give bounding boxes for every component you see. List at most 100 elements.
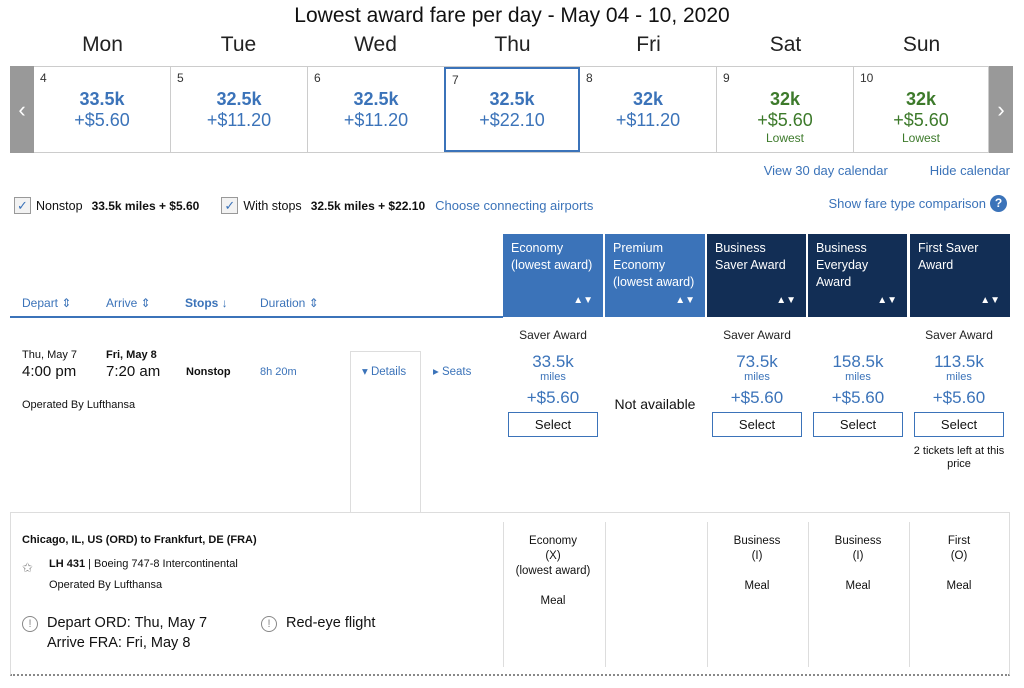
day-name: Mon	[82, 33, 123, 56]
sort-depart[interactable]: Depart ⇕	[22, 296, 72, 310]
day-name: Sat	[769, 33, 802, 56]
filter-row: ✓ Nonstop 33.5k miles + $5.60 ✓ With sto…	[14, 197, 593, 214]
day-number: 10	[860, 71, 874, 85]
fare-miles: 33.5k	[532, 352, 574, 371]
day-miles: 33.5k	[79, 89, 125, 109]
alert-icon: !	[22, 616, 38, 632]
fare-first-saver: Saver Award 113.5k miles +$5.60 Select 2…	[909, 328, 1009, 471]
select-economy-button[interactable]: Select	[508, 412, 598, 437]
cabin-business: Business (I) Meal	[733, 535, 781, 592]
day-miles: 32.5k	[353, 89, 399, 109]
fare-miles: 158.5k	[832, 352, 884, 371]
duration-value: 8h 20m	[260, 366, 297, 378]
fare-business-saver: Saver Award 73.5k miles +$5.60 Select	[707, 328, 807, 437]
hide-calendar-link[interactable]: Hide calendar	[929, 163, 1010, 178]
lowest-label: Lowest	[765, 131, 805, 145]
day-number: 5	[177, 71, 184, 85]
day-name: Tue	[220, 33, 257, 56]
view-30-day-calendar-link[interactable]: View 30 day calendar	[763, 163, 888, 178]
day-fee: +$22.10	[479, 110, 545, 130]
fare-fee: +$5.60	[831, 388, 885, 407]
calendar-day[interactable]: 8 32k +$11.20	[580, 67, 717, 152]
calendar-day[interactable]: 4 33.5k +$5.60	[34, 67, 171, 152]
with-stops-price: 32.5k miles + $22.10	[310, 198, 426, 213]
fare-business-everyday: 158.5k miles +$5.60 Select	[808, 328, 908, 437]
calendar-day[interactable]: 9 32k +$5.60 Lowest	[717, 67, 854, 152]
nonstop-checkbox[interactable]: ✓	[14, 197, 31, 214]
fare-economy: Saver Award 33.5k miles +$5.60 Select	[503, 328, 603, 437]
select-business-saver-button[interactable]: Select	[712, 412, 802, 437]
arrive-note: Arrive FRA: Fri, May 8	[47, 635, 191, 651]
header-first-saver[interactable]: First Saver Award ▲▼	[910, 234, 1010, 317]
calendar-links: View 30 day calendar Hide calendar	[764, 163, 1010, 178]
fare-fee: +$5.60	[730, 388, 784, 407]
day-miles: 32k	[905, 89, 937, 109]
sort-stops[interactable]: Stops ↓	[185, 296, 228, 310]
day-fee: +$11.20	[206, 110, 272, 130]
help-icon[interactable]: ?	[990, 195, 1007, 212]
star-alliance-icon: ✩	[22, 560, 33, 575]
details-panel	[350, 351, 421, 513]
header-premium-economy[interactable]: Premium Economy (lowest award) ▲▼	[605, 234, 705, 317]
next-week-button[interactable]: ›	[989, 66, 1013, 153]
cabin-economy: Economy (X) (lowest award) Meal	[515, 535, 591, 607]
header-business-saver[interactable]: Business Saver Award ▲▼	[707, 234, 806, 317]
segment-route: Chicago, IL, US (ORD) to Frankfurt, DE (…	[22, 534, 257, 546]
segment-operated-by: Operated By Lufthansa	[49, 579, 163, 591]
day-number: 4	[40, 71, 47, 85]
select-first-saver-button[interactable]: Select	[914, 412, 1004, 437]
header-divider	[10, 316, 503, 318]
day-number: 6	[314, 71, 321, 85]
sort-duration[interactable]: Duration ⇕	[260, 296, 319, 310]
day-name: Wed	[354, 33, 397, 56]
choose-connecting-airports-link[interactable]: Choose connecting airports	[435, 198, 594, 213]
calendar-day[interactable]: 6 32.5k +$11.20	[308, 67, 445, 152]
premium-not-available: Not available	[614, 396, 696, 412]
fare-type: Saver Award	[723, 328, 791, 342]
miles-unit: miles	[540, 371, 566, 383]
fare-fee: +$5.60	[932, 388, 986, 407]
arrive-time: 7:20 am	[106, 363, 161, 380]
operated-by: Operated By Lufthansa	[22, 399, 136, 411]
details-toggle[interactable]: ▾ Details	[362, 366, 407, 378]
day-fee: +$11.20	[343, 110, 409, 130]
day-fee: +$11.20	[615, 110, 681, 130]
day-fee: +$5.60	[893, 110, 949, 130]
miles-unit: miles	[845, 371, 871, 383]
select-business-everyday-button[interactable]: Select	[813, 412, 903, 437]
stops-value: Nonstop	[186, 366, 231, 378]
with-stops-checkbox[interactable]: ✓	[221, 197, 239, 214]
fare-fee: +$5.60	[526, 388, 580, 407]
calendar-day[interactable]: 10 32k +$5.60 Lowest	[854, 67, 989, 152]
depart-note: Depart ORD: Thu, May 7	[47, 615, 208, 631]
day-name: Sun	[902, 33, 941, 56]
day-number: 7	[452, 73, 459, 87]
day-miles: 32k	[769, 89, 801, 109]
fare-type: Saver Award	[519, 328, 587, 342]
day-number: 9	[723, 71, 730, 85]
calendar-day-selected[interactable]: 7 32.5k +$22.10	[444, 67, 580, 152]
nonstop-price: 33.5k miles + $5.60	[91, 198, 200, 213]
flight-info: LH 431 | Boeing 747-8 Intercontinental	[49, 558, 238, 570]
day-name: Fri	[636, 33, 661, 56]
sort-arrive[interactable]: Arrive ⇕	[106, 296, 151, 310]
tickets-left-note: 2 tickets left at this price	[913, 445, 1005, 470]
lowest-label: Lowest	[901, 131, 941, 145]
header-business-everyday[interactable]: Business Everyday Award ▲▼	[808, 234, 907, 317]
cabin-first: First (O) Meal	[946, 535, 972, 592]
nonstop-label: Nonstop	[36, 198, 83, 213]
day-fee: +$5.60	[757, 110, 813, 130]
fare-miles: 73.5k	[736, 352, 778, 371]
calendar-day[interactable]: 5 32.5k +$11.20	[171, 67, 308, 152]
prev-week-button[interactable]: ‹	[10, 66, 34, 153]
arrive-date: Fri, May 8	[106, 349, 157, 361]
fare-miles: 113.5k	[934, 352, 984, 371]
day-miles: 32k	[632, 89, 664, 109]
page-title: Lowest award fare per day - May 04 - 10,…	[294, 4, 730, 27]
fare-comparison-link[interactable]: Show fare type comparison	[828, 196, 986, 211]
header-economy[interactable]: Economy (lowest award) ▲▼	[503, 234, 603, 317]
cabin-business: Business (I) Meal	[834, 535, 882, 592]
depart-date: Thu, May 7	[22, 349, 78, 361]
seats-link[interactable]: ▸ Seats	[433, 366, 472, 378]
day-fee: +$5.60	[74, 110, 130, 130]
